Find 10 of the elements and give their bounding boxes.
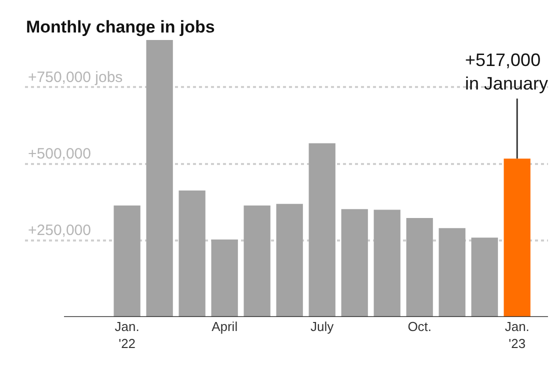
annotation: +517,000 in January bbox=[465, 50, 548, 94]
y-tick-label: +250,000 bbox=[28, 222, 91, 240]
x-tick-label: April bbox=[212, 319, 238, 334]
x-tick-label: Oct. bbox=[408, 319, 432, 334]
y-tick-label: +500,000 bbox=[28, 146, 91, 163]
y-tick-label: +750,000 jobs bbox=[28, 68, 123, 86]
x-tick-label: July bbox=[310, 319, 334, 334]
x-tick-label: Jan. '22 bbox=[114, 319, 140, 351]
chart-title: Monthly change in jobs bbox=[26, 18, 215, 37]
x-tick-label: Jan. '23 bbox=[504, 319, 530, 351]
